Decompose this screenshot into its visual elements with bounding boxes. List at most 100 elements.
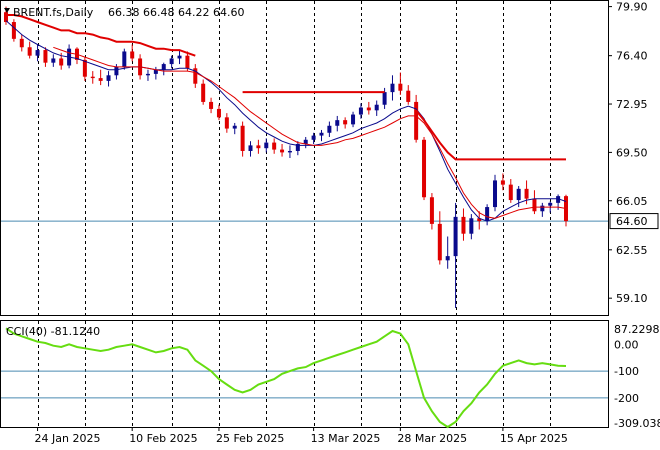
candle: [248, 141, 253, 157]
current-price-badge-box: [609, 213, 659, 230]
price-axis: 79.90 76.40 72.95 69.50 66.05 62.55 59.10: [1, 1, 648, 305]
candle-body: [556, 196, 561, 203]
candle: [311, 132, 316, 144]
x-tick-label: 25 Feb 2025: [216, 432, 284, 445]
candle-body: [390, 83, 395, 93]
candle: [422, 136, 427, 201]
candle-body: [272, 142, 277, 150]
candle: [319, 129, 324, 142]
current-price-badge-text: 64.60: [616, 215, 648, 228]
candle-body: [564, 196, 568, 222]
candle: [98, 69, 103, 86]
price-panel-frame: [0, 0, 609, 316]
cci-tick-label: 87.2298: [614, 323, 660, 336]
candle: [272, 138, 277, 154]
candle: [232, 122, 237, 135]
candle-body: [500, 180, 505, 185]
candle: [414, 94, 419, 143]
candle: [564, 194, 568, 227]
ohlc-values: 66.38 66.48 64.22 64.60: [108, 6, 244, 19]
candle: [90, 71, 95, 84]
candle: [11, 19, 16, 42]
candle: [327, 121, 332, 137]
candle: [437, 211, 442, 265]
candle-body: [524, 188, 529, 199]
fast-ma-line: [5, 20, 567, 222]
trailing-stop-line: [6, 14, 566, 161]
candle: [406, 85, 411, 105]
candle-body: [319, 132, 324, 136]
cci-line: [5, 327, 567, 429]
candle-body: [280, 149, 285, 153]
candle: [445, 236, 450, 269]
candle-body: [145, 73, 150, 76]
cci-tick-label: -100: [614, 365, 639, 378]
candle: [145, 69, 150, 81]
candle-body: [406, 90, 411, 102]
candle-body: [216, 108, 221, 118]
candle: [366, 101, 371, 115]
candle-body: [414, 101, 419, 140]
candle-body: [295, 143, 300, 151]
candle: [295, 141, 300, 156]
candle-body: [335, 120, 340, 126]
candle-body: [351, 114, 356, 125]
grid-lines: [38, 1, 551, 427]
candle: [35, 44, 40, 62]
candle-body: [264, 142, 269, 149]
candle: [493, 174, 498, 212]
candle: [453, 202, 458, 308]
candle: [508, 179, 513, 203]
candle: [469, 214, 474, 240]
candle-body: [516, 188, 521, 201]
candle: [461, 208, 466, 241]
candle-body: [161, 64, 166, 70]
candle-body: [469, 218, 474, 234]
candle: [540, 202, 545, 217]
candle-body: [508, 184, 513, 201]
candle: [209, 97, 214, 114]
candle-body: [366, 107, 371, 111]
candle-body: [343, 120, 348, 125]
candle: [485, 204, 490, 226]
symbol-label: BRENT.fs,Daily: [13, 6, 94, 19]
candle: [374, 100, 379, 116]
candle: [287, 145, 292, 158]
candle-body: [209, 101, 214, 109]
cci-tick-label: -200: [614, 392, 639, 405]
candle-body: [51, 58, 56, 63]
x-tick-label: 28 Mar 2025: [397, 432, 467, 445]
price-tick-label: 66.05: [616, 195, 648, 208]
candle: [43, 47, 48, 67]
chart-header: BRENT.fs,Daily 66.38 66.48 64.22 64.60: [4, 6, 244, 19]
candle-body: [382, 92, 387, 105]
candle-body: [185, 55, 190, 69]
price-tick-label: 76.40: [616, 50, 648, 63]
candle-body: [59, 58, 64, 66]
candle-body: [4, 12, 8, 23]
candle-body: [193, 68, 198, 84]
candle-body: [114, 66, 119, 76]
candle-body: [445, 256, 450, 261]
collapse-triangle-icon: [4, 8, 10, 13]
candle: [27, 41, 32, 59]
candle-body: [232, 125, 237, 129]
candle: [177, 50, 182, 65]
candle: [500, 173, 505, 191]
price-indicators: [5, 14, 567, 222]
candle-body: [493, 180, 498, 208]
candle: [224, 113, 229, 133]
x-tick-label: 24 Jan 2025: [35, 432, 101, 445]
price-tick-label: 79.90: [616, 1, 648, 14]
candle: [51, 54, 56, 67]
candle-body: [540, 205, 545, 212]
candle: [216, 104, 221, 121]
candle-body: [19, 38, 24, 48]
candle: [429, 193, 434, 230]
candle-body: [485, 207, 490, 222]
cci-tick-label: 0.00: [614, 338, 639, 351]
candle-body: [303, 139, 308, 144]
candle: [122, 48, 127, 70]
candle-body: [224, 117, 229, 129]
